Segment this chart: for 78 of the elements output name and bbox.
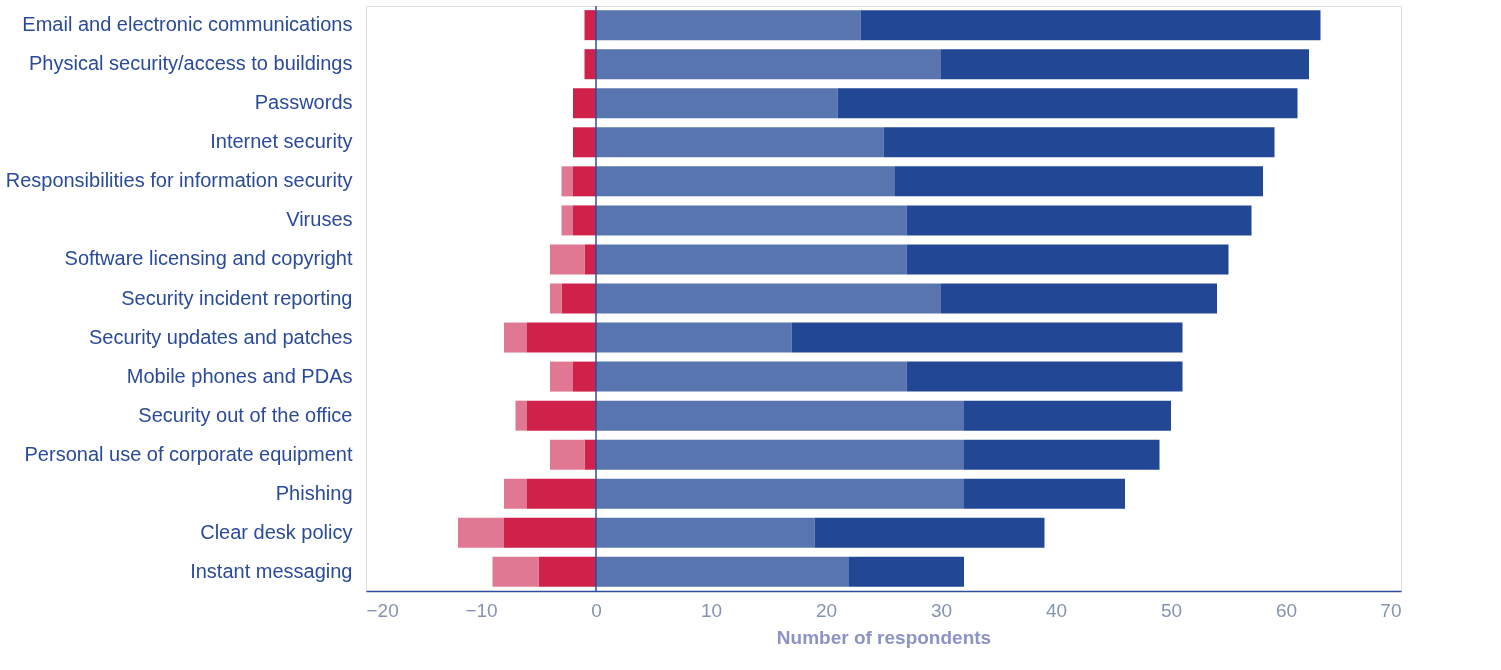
bar (906, 361, 1183, 392)
y-tick-label: Instant messaging (190, 559, 353, 582)
x-tick-label: −10 (465, 599, 498, 621)
bar (573, 361, 596, 392)
y-tick-label: Passwords (254, 91, 353, 114)
y-tick-label: Viruses (286, 208, 353, 231)
bar (596, 10, 861, 41)
bar (941, 49, 1309, 80)
bar (906, 244, 1229, 275)
bar (906, 205, 1252, 236)
bar (538, 556, 596, 587)
y-tick-label: Clear desk policy (200, 520, 353, 543)
x-tick-label: 10 (700, 599, 723, 621)
x-tick-label: 20 (815, 599, 838, 621)
bar (964, 400, 1171, 431)
bar (596, 322, 792, 353)
y-tick-label: Software licensing and copyright (64, 247, 353, 270)
bar (883, 127, 1275, 158)
y-tick-label: Security incident reporting (121, 286, 353, 309)
bar (550, 244, 585, 275)
bar (550, 283, 562, 314)
y-tick-label: Personal use of corporate equipment (24, 442, 353, 465)
bar (596, 400, 964, 431)
bar (515, 400, 527, 431)
bar (561, 283, 596, 314)
bar (837, 88, 1298, 119)
bar (573, 205, 596, 236)
bar (596, 49, 941, 80)
bar (561, 205, 573, 236)
bar (550, 361, 573, 392)
bar (596, 205, 907, 236)
bar (941, 283, 1217, 314)
bar (573, 88, 596, 119)
bar (492, 556, 539, 587)
bar (596, 244, 907, 275)
y-tick-label: Physical security/access to buildings (29, 52, 353, 75)
bar (596, 478, 964, 509)
y-tick-label: Internet security (210, 130, 353, 153)
bar (458, 517, 504, 548)
bar (596, 556, 849, 587)
bar (964, 439, 1160, 470)
x-axis-title: Number of respondents (776, 626, 992, 648)
x-tick-label: 0 (591, 599, 602, 621)
x-tick-label: 70 (1380, 599, 1402, 621)
y-tick-label: Security updates and patches (88, 325, 353, 348)
bar (573, 127, 596, 158)
bar (596, 361, 907, 392)
bar (596, 127, 884, 158)
bar (596, 439, 964, 470)
bar (504, 517, 596, 548)
x-tick-label: 60 (1275, 599, 1298, 621)
y-tick-label: Security out of the office (138, 403, 353, 426)
bar (527, 400, 596, 431)
y-tick-label: Mobile phones and PDAs (126, 364, 353, 387)
bar (596, 517, 815, 548)
bar (561, 166, 573, 197)
x-tick-label: −20 (366, 599, 399, 621)
bar (596, 283, 941, 314)
bar (791, 322, 1183, 353)
bar (550, 439, 585, 470)
bar (527, 322, 596, 353)
bar (573, 166, 596, 197)
y-tick-label: Email and electronic communications (22, 13, 353, 36)
x-tick-label: 50 (1160, 599, 1183, 621)
x-tick-label: 30 (930, 599, 953, 621)
bar (964, 478, 1125, 509)
y-tick-label: Responsibilities for information security (5, 169, 353, 192)
bar (895, 166, 1263, 197)
bar (504, 478, 527, 509)
bar (849, 556, 964, 587)
y-tick-label: Phishing (275, 481, 353, 504)
bar (504, 322, 527, 353)
bar (814, 517, 1045, 548)
bar (527, 478, 596, 509)
bar (860, 10, 1321, 41)
bar (596, 166, 895, 197)
x-tick-label: 40 (1045, 599, 1068, 621)
bar (596, 88, 838, 119)
